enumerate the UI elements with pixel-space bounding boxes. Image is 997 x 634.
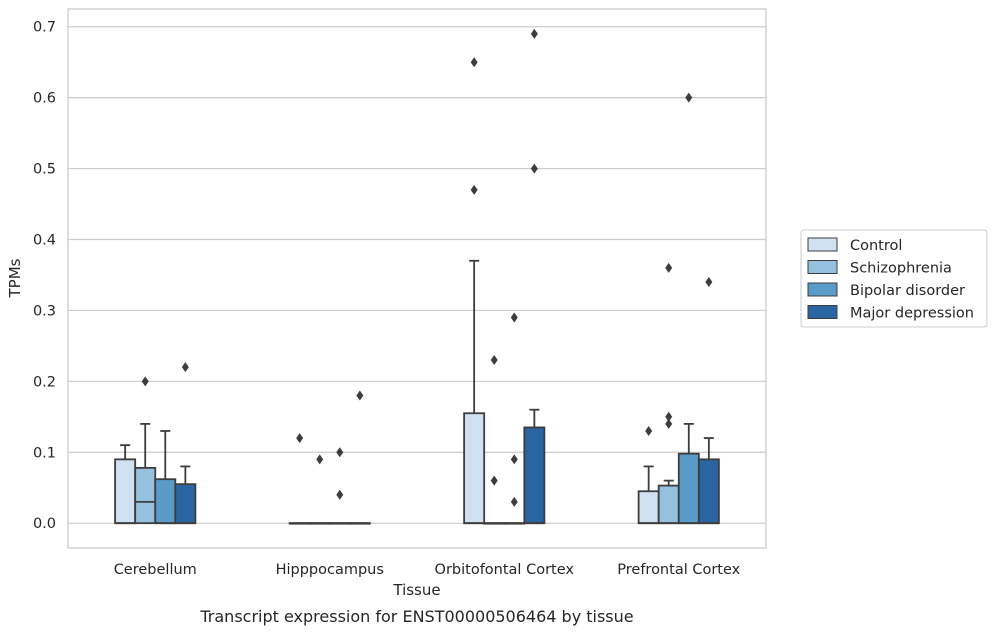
legend-label: Schizophrenia (850, 261, 952, 277)
box-major-depression (697, 277, 720, 525)
box-bipolar-disorder (154, 430, 177, 525)
outlier-point (490, 355, 498, 366)
box-body (697, 458, 720, 525)
legend-label: Bipolar disorder (850, 283, 965, 299)
outlier-point (645, 425, 653, 436)
box-control (637, 425, 660, 525)
outlier-point (356, 390, 364, 401)
box-body (463, 412, 486, 525)
outlier-point (316, 454, 324, 465)
outlier-point (665, 262, 673, 273)
legend-swatch (807, 237, 838, 252)
x-tick-label: Hipppocampus (276, 562, 384, 578)
y-axis-label: TPMs (6, 258, 24, 298)
box-control (463, 57, 486, 525)
legend: Control Schizophrenia Bipolar disorder Majo… (800, 229, 988, 328)
box-schizophrenia (483, 355, 506, 525)
y-tick-label: 0.2 (33, 374, 56, 390)
x-tick-label: Prefrontal Cortex (617, 562, 740, 578)
outlier-point (510, 454, 518, 465)
y-tick-label: 0.5 (33, 162, 56, 178)
legend-label: Major depression (850, 306, 974, 322)
outlier-point (336, 489, 344, 500)
outlier-point (685, 92, 693, 103)
box-body (174, 483, 197, 525)
y-tick-label: 0.4 (33, 232, 56, 248)
x-tick-label: Cerebellum (114, 562, 197, 578)
outlier-point (490, 475, 498, 486)
outlier-point (470, 184, 478, 195)
y-tick-label: 0.6 (33, 91, 56, 107)
box-major-depression (348, 390, 371, 525)
outlier-point (181, 362, 189, 373)
outlier-point (336, 447, 344, 458)
legend-label: Control (850, 238, 902, 254)
outlier-point (705, 277, 713, 288)
chart-caption: Transcript expression for ENST0000050646… (199, 607, 633, 626)
x-tick-label: Orbitofontal Cortex (435, 562, 575, 578)
box-bipolar-disorder (503, 312, 526, 525)
outlier-point (510, 496, 518, 507)
box-bipolar-disorder (328, 447, 351, 525)
legend-swatch (807, 260, 838, 274)
outlier-point (665, 411, 673, 422)
legend-swatch (807, 305, 838, 319)
x-tick-labels: Cerebellum Hipppocampus Orbitofontal Corte… (114, 562, 741, 578)
box-bipolar-disorder (677, 92, 700, 525)
y-tick-label: 0.3 (33, 303, 56, 319)
legend-frame (800, 229, 988, 328)
outlier-point (530, 28, 538, 39)
box-major-depression (523, 28, 546, 525)
box-schizophrenia (657, 262, 680, 525)
y-tick-labels: 0.0 0.1 0.2 0.3 0.4 0.5 0.6 0.7 (33, 20, 56, 532)
legend-swatch (807, 282, 838, 297)
boxes (114, 28, 720, 525)
y-tick-label: 0.7 (33, 20, 56, 36)
box-schizophrenia (308, 454, 331, 525)
box-schizophrenia (134, 376, 157, 525)
gridlines (68, 26, 766, 524)
outlier-point (530, 163, 538, 174)
box-control (114, 444, 137, 525)
box-body (637, 490, 660, 525)
x-axis-label: Tissue (392, 581, 440, 599)
outlier-point (510, 312, 518, 323)
box-body (114, 458, 137, 525)
y-tick-label: 0.0 (33, 516, 56, 532)
box-major-depression (174, 362, 197, 525)
y-tick-label: 0.1 (33, 445, 56, 461)
box-body (154, 478, 177, 525)
outlier-point (665, 418, 673, 429)
box-body (657, 484, 680, 525)
box-body (134, 466, 157, 525)
outlier-point (141, 376, 149, 387)
box-control (288, 433, 311, 525)
box-body (523, 426, 546, 525)
outlier-point (296, 433, 304, 444)
outlier-point (470, 57, 478, 68)
plot-frame (67, 8, 767, 549)
box-body (677, 452, 700, 525)
